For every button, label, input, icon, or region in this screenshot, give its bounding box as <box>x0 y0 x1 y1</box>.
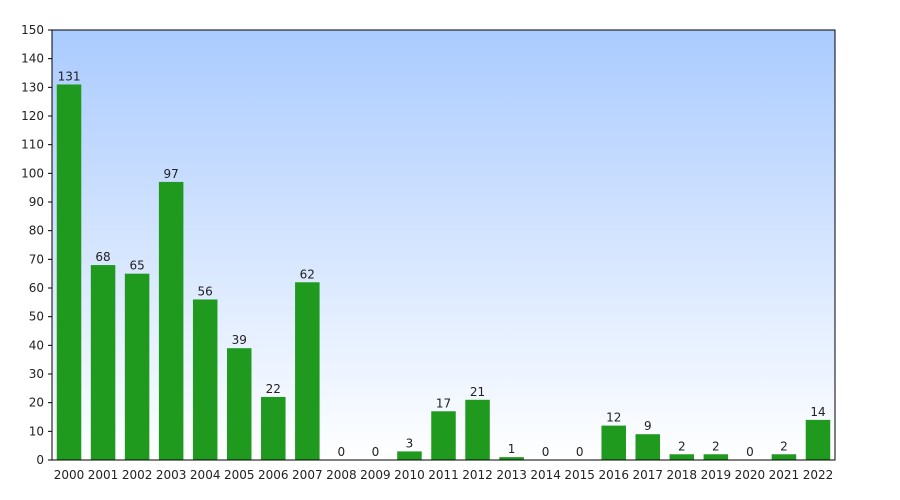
x-tick-label-2022: 2022 <box>803 468 834 482</box>
value-label-2002: 65 <box>129 259 144 273</box>
value-label-2010: 3 <box>406 436 414 450</box>
x-tick-label-2003: 2003 <box>156 468 187 482</box>
bar-2011 <box>431 411 456 460</box>
x-tick-label-2014: 2014 <box>530 468 561 482</box>
value-label-2007: 62 <box>300 267 315 281</box>
x-tick-label-2007: 2007 <box>292 468 323 482</box>
value-label-2019: 2 <box>712 439 720 453</box>
x-tick-label-2017: 2017 <box>632 468 663 482</box>
x-tick-label-2008: 2008 <box>326 468 357 482</box>
bars-group <box>56 84 831 460</box>
value-label-2000: 131 <box>58 69 81 83</box>
y-tick-label: 10 <box>29 424 44 438</box>
y-tick-label: 130 <box>21 80 44 94</box>
bar-2012 <box>465 399 490 460</box>
y-tick-label: 150 <box>21 23 44 37</box>
x-tick-label-2010: 2010 <box>394 468 425 482</box>
value-label-2004: 56 <box>198 284 213 298</box>
x-tick-label-2021: 2021 <box>769 468 800 482</box>
y-tick-label: 20 <box>29 396 44 410</box>
x-tick-label-2002: 2002 <box>122 468 153 482</box>
bar-2016 <box>601 425 626 460</box>
bar-2001 <box>90 265 116 460</box>
y-tick-label: 40 <box>29 338 44 352</box>
value-label-2009: 0 <box>372 445 380 459</box>
plot-frame <box>51 29 836 461</box>
y-tick-label: 50 <box>29 310 44 324</box>
x-tick-label-2006: 2006 <box>258 468 289 482</box>
value-label-2005: 39 <box>232 333 247 347</box>
bar-2000 <box>56 84 82 460</box>
y-tick-label: 90 <box>29 195 44 209</box>
y-tick-label: 120 <box>21 109 44 123</box>
y-tick-label: 140 <box>21 52 44 66</box>
bar-2018 <box>669 454 695 460</box>
value-label-2011: 17 <box>436 396 451 410</box>
x-tick-label-2016: 2016 <box>598 468 629 482</box>
y-tick-label: 110 <box>21 138 44 152</box>
bar-2003 <box>158 181 184 460</box>
bar-2010 <box>397 451 422 460</box>
x-tick-label-2001: 2001 <box>88 468 119 482</box>
value-label-2020: 0 <box>746 445 754 459</box>
value-label-2006: 22 <box>266 382 281 396</box>
value-label-2008: 0 <box>338 445 346 459</box>
x-tick-label-2019: 2019 <box>701 468 732 482</box>
bar-2002 <box>124 273 150 460</box>
x-tick-label-2009: 2009 <box>360 468 391 482</box>
y-tick-label: 70 <box>29 252 44 266</box>
x-tick-label-2018: 2018 <box>667 468 698 482</box>
value-label-2003: 97 <box>164 167 179 181</box>
bar-2005 <box>226 348 252 460</box>
bar-2017 <box>635 434 661 460</box>
y-tick-label: 60 <box>29 281 44 295</box>
x-tick-label-2015: 2015 <box>564 468 595 482</box>
y-tick-label: 80 <box>29 224 44 238</box>
x-tick-label-2005: 2005 <box>224 468 255 482</box>
x-tick-label-2004: 2004 <box>190 468 221 482</box>
x-tick-label-2012: 2012 <box>462 468 493 482</box>
x-tick-label-2020: 2020 <box>735 468 766 482</box>
x-tick-label-2013: 2013 <box>496 468 527 482</box>
value-label-2017: 9 <box>644 419 652 433</box>
x-tick-label-2011: 2011 <box>428 468 459 482</box>
x-tick-label-2000: 2000 <box>54 468 85 482</box>
value-label-2015: 0 <box>576 445 584 459</box>
bar-2006 <box>261 396 286 460</box>
bar-2013 <box>499 457 524 460</box>
y-tick-label: 30 <box>29 367 44 381</box>
bar-2019 <box>703 454 729 460</box>
bar-2022 <box>805 419 831 460</box>
x-axis: 2000 2001 2002 2003 2004 2005 2006 2007 2008 2009… <box>54 468 834 482</box>
y-axis: 0 10 20 30 40 50 60 70 80 90 100 110 120 130 140 150 <box>21 23 52 467</box>
y-tick-label: 0 <box>36 453 44 467</box>
value-label-2001: 68 <box>95 250 110 264</box>
bar-2004 <box>192 299 218 460</box>
bar-2021 <box>771 454 797 460</box>
value-label-2012: 21 <box>470 385 485 399</box>
value-label-2018: 2 <box>678 439 686 453</box>
value-label-2013: 1 <box>508 442 516 456</box>
y-tick-label: 100 <box>21 166 44 180</box>
value-label-2014: 0 <box>542 445 550 459</box>
value-label-2022: 14 <box>810 405 825 419</box>
value-label-2016: 12 <box>606 411 621 425</box>
value-label-2021: 2 <box>780 439 788 453</box>
bar-2007 <box>295 282 320 460</box>
